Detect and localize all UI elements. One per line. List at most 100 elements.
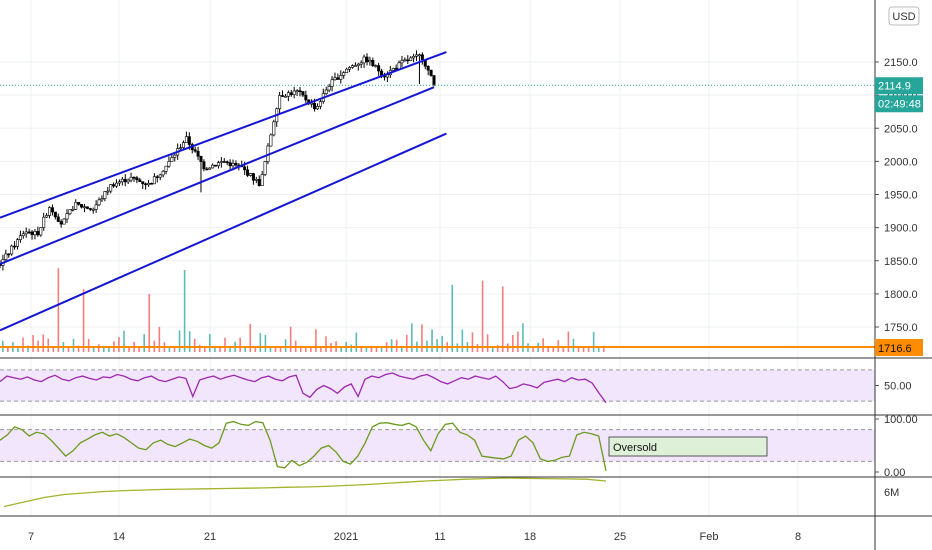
volume-bar [178,330,181,352]
candle-body [187,136,191,145]
volume-bar [47,338,50,352]
y-tick-label: 2150.0 [884,57,918,69]
x-tick-label: 18 [524,531,536,543]
y-tick-label: 2000.0 [884,156,918,168]
candle-body [394,68,398,70]
volume-bar [597,347,600,352]
volume-bar [431,329,433,352]
candle-body [315,106,319,110]
candle-body [231,163,235,167]
candle-body [196,150,200,157]
volume-bar [400,347,403,352]
volume-bar [370,347,373,352]
channel-line [0,51,447,219]
volume-bar [158,326,161,352]
candle-body [97,199,101,206]
volume-bar [198,344,201,352]
x-tick-label: 21 [204,531,216,543]
candle-body [248,173,252,176]
stoch-series-line [0,420,607,472]
volume-bar [209,333,211,352]
volume-bar [82,289,85,352]
candle-body [222,161,226,163]
volume-bar [522,323,524,352]
volume-bar [128,347,130,352]
volume-bar [57,268,60,352]
candle-body [53,211,57,218]
volume-bar [244,347,246,352]
volume-bar [310,346,312,352]
candle-body [292,90,296,95]
candle-body [74,202,78,210]
candle-body [327,86,331,91]
volume-bar [254,347,257,352]
currency-label: USD [892,11,915,23]
volume-bar [360,345,363,352]
volume-bar [380,347,383,352]
candle-body [170,157,174,162]
candle-body [36,231,40,236]
volume-bar [204,346,206,352]
volume-bar [406,334,408,352]
volume-bar [517,331,519,352]
candle-body [132,176,136,179]
candle-body [368,60,372,63]
candle-body [257,179,261,186]
candle-body [56,216,60,222]
volume-bar [17,347,19,352]
oversold-note-box[interactable] [608,436,768,457]
candle-body [211,164,215,169]
candle-body [33,231,37,236]
rsi-band [0,369,875,402]
volume-bar [264,334,267,352]
candle-body [289,92,293,95]
candle-body [39,227,43,236]
candle-body [179,147,183,149]
oversold-note-text: Oversold [613,442,657,454]
baseline-price-tag [875,339,923,356]
candle-body [371,60,375,67]
channel-line [0,132,447,332]
volume-bar [259,333,262,352]
candle-body [91,208,95,211]
candle-body [80,204,84,208]
candle-body [281,95,285,97]
candle-body [65,213,69,220]
volume-bar [32,335,34,352]
y-tick-label: 1950.0 [884,190,918,202]
candle-body [246,169,250,176]
candle-body [409,57,413,61]
candle-body [202,161,206,170]
candle-body [412,55,416,59]
volume-bar [395,339,398,352]
candle-body [353,65,357,67]
volume-bar [224,337,226,352]
candle-body [208,167,212,170]
candle-body [391,68,395,71]
candle-body [260,174,264,186]
candle-body [115,182,119,187]
candle-body [406,59,410,62]
volume-bar [315,329,317,352]
candle-body [71,208,75,211]
candle-body [182,142,186,148]
volume-bar [52,347,55,352]
candle-body [10,245,14,255]
bottom-tick-label: 6M [884,487,899,499]
candle-body [129,176,133,181]
x-tick-label: 25 [614,531,626,543]
volume-bar [572,338,575,352]
candle-body [234,163,238,166]
candle-body [243,166,247,171]
candle-body [45,215,49,218]
volume-bar [22,337,24,352]
volume-bar [249,323,252,352]
candle-body [420,54,424,61]
volume-bar [471,332,474,352]
volume-bar [284,339,287,352]
candle-body [362,56,366,64]
rsi-tick-label: 50.00 [884,381,912,393]
volume-bar [138,347,140,352]
currency-badge[interactable] [888,6,920,26]
